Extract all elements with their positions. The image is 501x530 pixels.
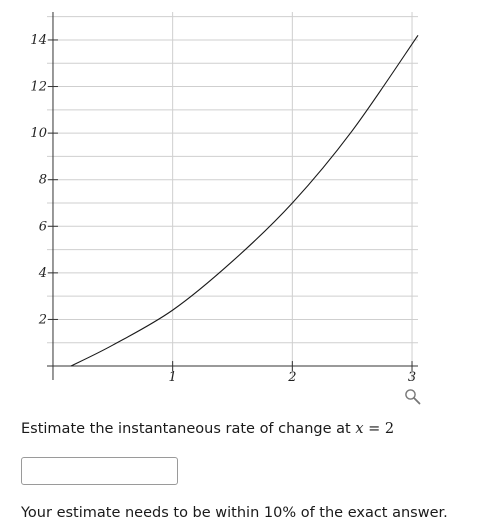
chart-curve-group	[70, 34, 419, 367]
y-tick-label: 14	[30, 33, 47, 48]
math-equation: = 2	[363, 421, 395, 437]
chart-axes	[47, 12, 418, 380]
y-tick-label: 6	[39, 219, 47, 234]
answer-input[interactable]	[21, 457, 178, 485]
chart-curve	[70, 34, 419, 367]
y-tick-label: 12	[30, 80, 47, 95]
question-prompt: Estimate the instantaneous rate of chang…	[21, 421, 394, 437]
x-tick-label: 1	[169, 370, 177, 385]
magnifier-icon[interactable]	[404, 388, 422, 406]
x-tick-label: 3	[408, 370, 416, 385]
x-tick-label: 2	[287, 370, 296, 385]
chart-grid	[47, 12, 418, 380]
math-variable: x	[355, 421, 364, 437]
prompt-math: x = 2	[355, 421, 394, 437]
y-tick-label: 10	[30, 126, 47, 141]
y-tick-label: 2	[38, 312, 47, 327]
y-tick-label: 8	[39, 173, 47, 188]
y-tick-label: 4	[38, 266, 47, 281]
prompt-text: Estimate the instantaneous rate of chang…	[21, 421, 356, 437]
tolerance-note: Your estimate needs to be within 10% of …	[21, 505, 448, 521]
